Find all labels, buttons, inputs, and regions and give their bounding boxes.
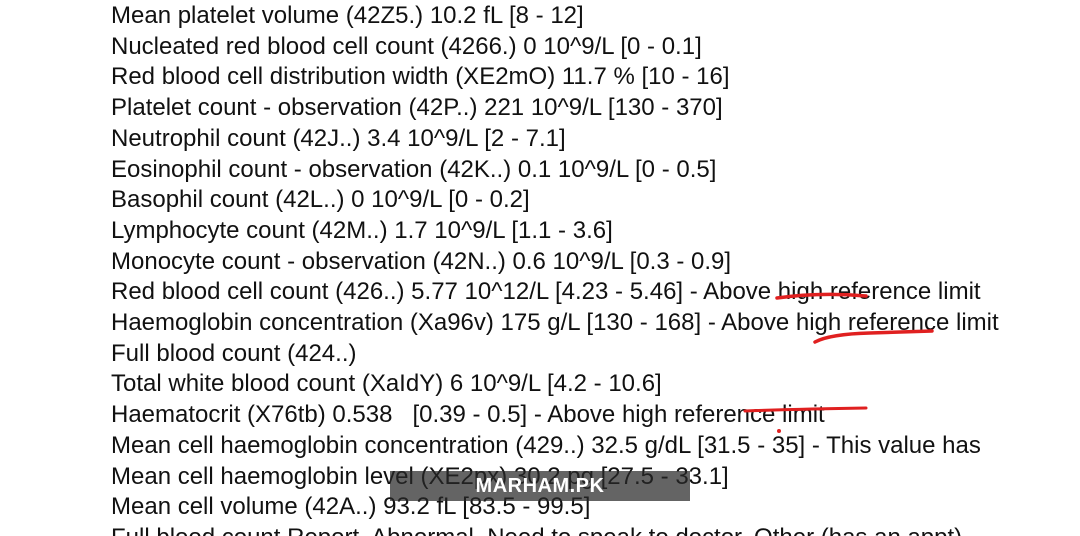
result-line: Neutrophil count (42J..) 3.4 10^9/L [2 -… xyxy=(111,124,566,152)
watermark: MARHAM.PK xyxy=(390,471,690,501)
result-line: Basophil count (42L..) 0 10^9/L [0 - 0.2… xyxy=(111,186,530,214)
result-line: Red blood cell count (426..) 5.77 10^12/… xyxy=(111,278,981,306)
red-underline xyxy=(775,292,868,300)
result-line: Mean cell haemoglobin level (XE2px) 30.2… xyxy=(111,462,729,490)
result-line: Haematocrit (X76tb) 0.538 [0.39 - 0.5] -… xyxy=(111,401,825,429)
result-line: Eosinophil count - observation (42K..) 0… xyxy=(111,155,717,183)
result-line: Mean cell haemoglobin concentration (429… xyxy=(111,431,981,459)
result-line: Nucleated red blood cell count (4266.) 0… xyxy=(111,32,702,60)
result-line: Full blood count Report. Abnormal. Need … xyxy=(111,523,962,536)
red-strike xyxy=(743,406,868,413)
red-dot xyxy=(777,429,781,433)
result-line: Mean platelet volume (42Z5.) 10.2 fL [8 … xyxy=(111,2,584,29)
red-underline xyxy=(813,329,934,344)
result-line: Lymphocyte count (42M..) 1.7 10^9/L [1.1… xyxy=(111,216,613,244)
result-line: Red blood cell distribution width (XE2mO… xyxy=(111,63,730,91)
result-line: Haemoglobin concentration (Xa96v) 175 g/… xyxy=(111,309,999,336)
result-line: Platelet count - observation (42P..) 221… xyxy=(111,94,723,122)
result-line: Monocyte count - observation (42N..) 0.6… xyxy=(111,247,732,275)
result-line: Full blood count (424..) xyxy=(111,339,357,367)
result-line: Total white blood count (XaIdY) 6 10^9/L… xyxy=(111,370,662,398)
